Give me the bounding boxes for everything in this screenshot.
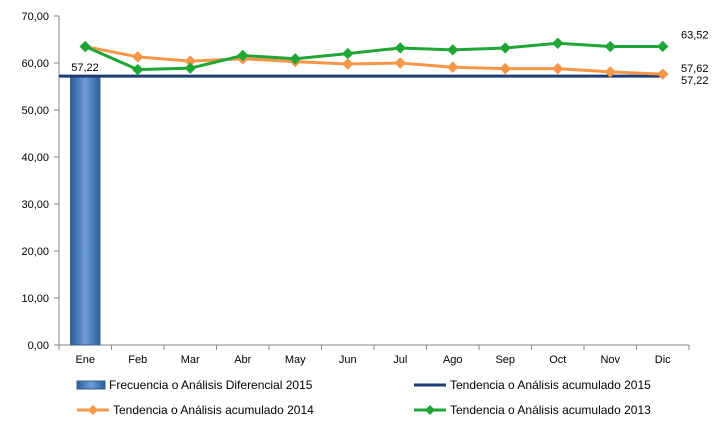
point-2013-jul xyxy=(394,42,406,54)
point-2014-jul xyxy=(394,57,406,69)
series-line-2014 xyxy=(84,45,663,76)
x-tick-label: Feb xyxy=(128,354,147,366)
legend-label: Tendencia o Análisis acumulado 2013 xyxy=(450,403,651,417)
point-2013-dic xyxy=(657,40,669,53)
end-label-2015: 57,22 xyxy=(681,75,709,87)
legend-swatch-bar xyxy=(76,380,106,390)
lines-layer xyxy=(59,37,669,80)
x-tick-label: Jun xyxy=(339,354,357,366)
x-tick-label: Oct xyxy=(549,354,566,366)
x-tick-label: Nov xyxy=(600,354,620,366)
y-tick-label: 30,00 xyxy=(21,199,49,211)
point-2014-sep xyxy=(499,62,511,75)
x-tick-label: Ene xyxy=(75,354,95,366)
y-tick-label: 20,00 xyxy=(21,246,49,258)
x-tick-label: May xyxy=(285,354,306,366)
point-2014-feb xyxy=(132,51,144,63)
point-2014-jun xyxy=(342,58,354,70)
y-tick-label: 50,00 xyxy=(21,105,49,117)
point-2014-oct xyxy=(552,62,564,75)
point-2014-dic xyxy=(657,68,669,80)
legend-item: Tendencia o Análisis acumulado 2015 xyxy=(414,378,651,392)
x-tick-label: Abr xyxy=(234,354,251,366)
legend-item: Frecuencia o Análisis Diferencial 2015 xyxy=(76,378,313,392)
series-line-2013 xyxy=(84,41,663,72)
y-tick-label: 60,00 xyxy=(21,58,49,70)
point-2013-abr xyxy=(237,49,249,62)
x-tick-label: Sep xyxy=(495,354,515,366)
legend-item: Tendencia o Análisis acumulado 2013 xyxy=(414,403,651,417)
y-tick-label: 0,00 xyxy=(28,340,49,352)
y-tick-label: 40,00 xyxy=(21,152,49,164)
legend-swatch-marker xyxy=(88,405,98,415)
legend-label: Frecuencia o Análisis Diferencial 2015 xyxy=(109,378,313,392)
axes: 0,00 10,00 20,00 30,00 40,00 50,00 60,00 70,00 E… xyxy=(21,11,690,366)
point-2013-ene xyxy=(79,40,91,53)
bar-data-label: 57,22 xyxy=(71,62,99,74)
bar-ene xyxy=(70,75,101,346)
point-2013-may xyxy=(289,53,301,65)
point-2013-jun xyxy=(342,47,354,60)
end-label-2013: 63,52 xyxy=(681,29,709,41)
x-tick-label: Mar xyxy=(181,354,200,366)
point-2014-nov xyxy=(604,66,616,78)
point-2013-nov xyxy=(604,40,616,53)
legend-swatch-marker xyxy=(425,405,435,415)
x-tick-label: Dic xyxy=(655,354,671,366)
x-tick-label: Ago xyxy=(443,354,463,366)
legend-label: Tendencia o Análisis acumulado 2014 xyxy=(113,403,314,417)
legend: Frecuencia o Análisis Diferencial 2015 Te… xyxy=(76,378,651,417)
y-tick-label: 70,00 xyxy=(21,11,49,23)
x-tick-label: Jul xyxy=(393,354,407,366)
legend-item: Tendencia o Análisis acumulado 2014 xyxy=(77,403,314,417)
point-2013-sep xyxy=(499,42,511,54)
point-2014-ago xyxy=(447,61,459,73)
y-tick-label: 10,00 xyxy=(21,293,49,305)
end-label-2014: 57,62 xyxy=(681,63,709,75)
point-2013-oct xyxy=(552,37,564,49)
point-2013-mar xyxy=(184,62,196,74)
legend-label: Tendencia o Análisis acumulado 2015 xyxy=(450,378,651,392)
point-2013-ago xyxy=(447,44,459,56)
point-2013-feb xyxy=(132,63,144,76)
bars-layer xyxy=(70,75,101,346)
